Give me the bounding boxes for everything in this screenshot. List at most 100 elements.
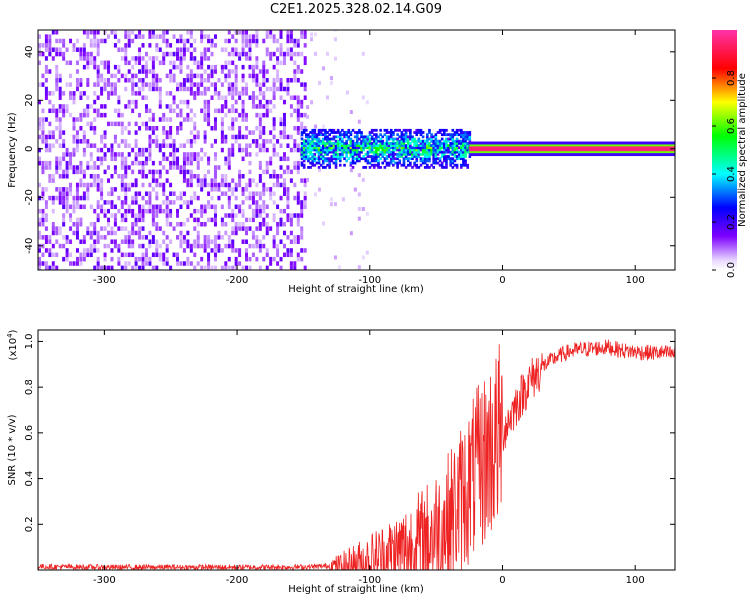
spectrogram-cell <box>189 152 193 157</box>
spectrogram-cell <box>86 139 90 144</box>
spectrogram-cell <box>375 133 378 137</box>
spectrogram-cell <box>165 222 169 227</box>
spectrogram-cell <box>372 163 376 167</box>
spectrogram-cell <box>426 142 429 145</box>
spectrogram-cell <box>196 261 200 266</box>
spectrogram-cell <box>234 182 238 188</box>
spectrogram-cell <box>182 174 186 179</box>
spectrogram-cell <box>313 135 317 139</box>
spectrogram-cell <box>93 182 97 188</box>
spectrogram-cell <box>155 243 159 249</box>
spectrogram-cell <box>69 191 73 196</box>
spectrogram-cell <box>217 248 221 253</box>
spectrogram-cell <box>207 217 211 223</box>
spectrogram-cell <box>313 144 317 147</box>
spectrogram-cell <box>311 148 314 152</box>
spectrogram-cell <box>172 165 176 170</box>
spectrogram-cell <box>227 86 231 92</box>
spectrogram-cell <box>258 121 262 127</box>
spectrogram-frame <box>37 29 676 271</box>
spectrogram-cell <box>272 91 276 96</box>
spectrogram-cell <box>282 117 286 122</box>
spectrogram-cell <box>162 261 166 266</box>
spectrogram-cell <box>330 142 334 145</box>
spectrogram-cell <box>296 160 300 166</box>
spectrogram-cell <box>432 142 436 145</box>
spectrogram-cell <box>440 133 444 137</box>
spectrogram-cell <box>460 163 463 167</box>
spectrogram-cell <box>415 166 419 169</box>
spectrogram-cell <box>151 208 155 214</box>
spectrogram-cell <box>120 30 124 31</box>
spectrogram-cell <box>468 137 472 141</box>
spectrogram-cell <box>100 60 104 66</box>
spectrogram-cell <box>65 235 69 240</box>
spectrogram-cell <box>245 134 249 140</box>
spectrogram-cell <box>124 239 128 244</box>
spectrogram-cell <box>196 91 200 96</box>
spectrogram-cell <box>213 252 217 258</box>
spectrogram-cell <box>305 133 308 137</box>
spectrogram-cell <box>131 82 135 87</box>
spectrogram-cell <box>110 143 114 148</box>
spectrogram-cell <box>124 169 128 175</box>
spectrogram-cell <box>44 95 48 100</box>
spectrogram-cell <box>311 133 314 137</box>
spectrogram-cell <box>41 235 45 240</box>
spectrogram-cell <box>82 108 86 114</box>
spectrogram-cell <box>311 128 314 132</box>
spectrogram-cell <box>345 152 348 156</box>
spectrogram-cell <box>423 157 427 161</box>
spectrogram-cell <box>258 143 262 148</box>
spectrogram-cell <box>127 78 131 83</box>
spectrogram-cell <box>51 56 55 61</box>
spectrogram-cell <box>41 217 45 223</box>
spectrogram-cell <box>138 126 142 131</box>
spectrogram-cell <box>172 226 176 231</box>
spectrogram-cell <box>58 117 62 122</box>
spectrogram-cell <box>203 139 207 144</box>
spectrogram-cell <box>48 91 52 96</box>
spectrogram-cell <box>383 148 387 152</box>
spectrogram-cell <box>453 142 457 145</box>
spectrogram-cell <box>148 134 152 140</box>
y-tick-label: 0.8 <box>24 379 35 395</box>
spectrogram-cell <box>41 139 45 144</box>
spectrogram-cell <box>255 43 259 48</box>
spectrogram-cell <box>89 230 93 236</box>
spectrogram-cell <box>189 169 193 175</box>
spectrogram-cell <box>113 152 117 157</box>
spectrogram-cell <box>262 169 266 175</box>
spectrogram-cell <box>82 191 86 196</box>
spectrogram-cell <box>162 152 166 157</box>
spectrogram-cell <box>117 121 121 127</box>
spectrogram-cell <box>368 161 372 165</box>
spectrogram-cell <box>79 47 83 52</box>
spectrogram-cell <box>69 152 73 157</box>
spectrogram-cell <box>445 150 448 154</box>
spectrogram-cell <box>466 148 469 152</box>
spectrogram-cell <box>286 195 290 201</box>
spectrogram-cell <box>172 64 176 70</box>
spectrogram-cell <box>110 213 114 218</box>
spectrogram-cell <box>409 133 412 137</box>
spectrogram-cell <box>362 144 365 147</box>
spectrogram-cell <box>307 146 310 150</box>
spectrogram-cell <box>349 144 353 147</box>
spectrogram-cell <box>65 187 69 192</box>
spectrogram-cell <box>131 99 135 105</box>
spectrogram-cell <box>400 146 404 150</box>
spectrogram-cell <box>120 204 124 210</box>
spectrogram-cell <box>165 200 169 205</box>
spectrogram-cell <box>162 191 166 196</box>
spectrogram-cell <box>141 56 145 61</box>
spectrogram-cell <box>262 95 266 100</box>
spectrogram-cell <box>262 82 266 87</box>
spectrogram-cell <box>377 159 380 163</box>
spectrogram-cell <box>381 146 385 150</box>
spectrogram-cell <box>293 182 297 188</box>
spectrogram-cell <box>319 150 323 154</box>
spectrogram-cell <box>231 191 235 196</box>
x-tick-label: -300 <box>93 575 116 586</box>
spectrogram-cell <box>370 137 374 141</box>
